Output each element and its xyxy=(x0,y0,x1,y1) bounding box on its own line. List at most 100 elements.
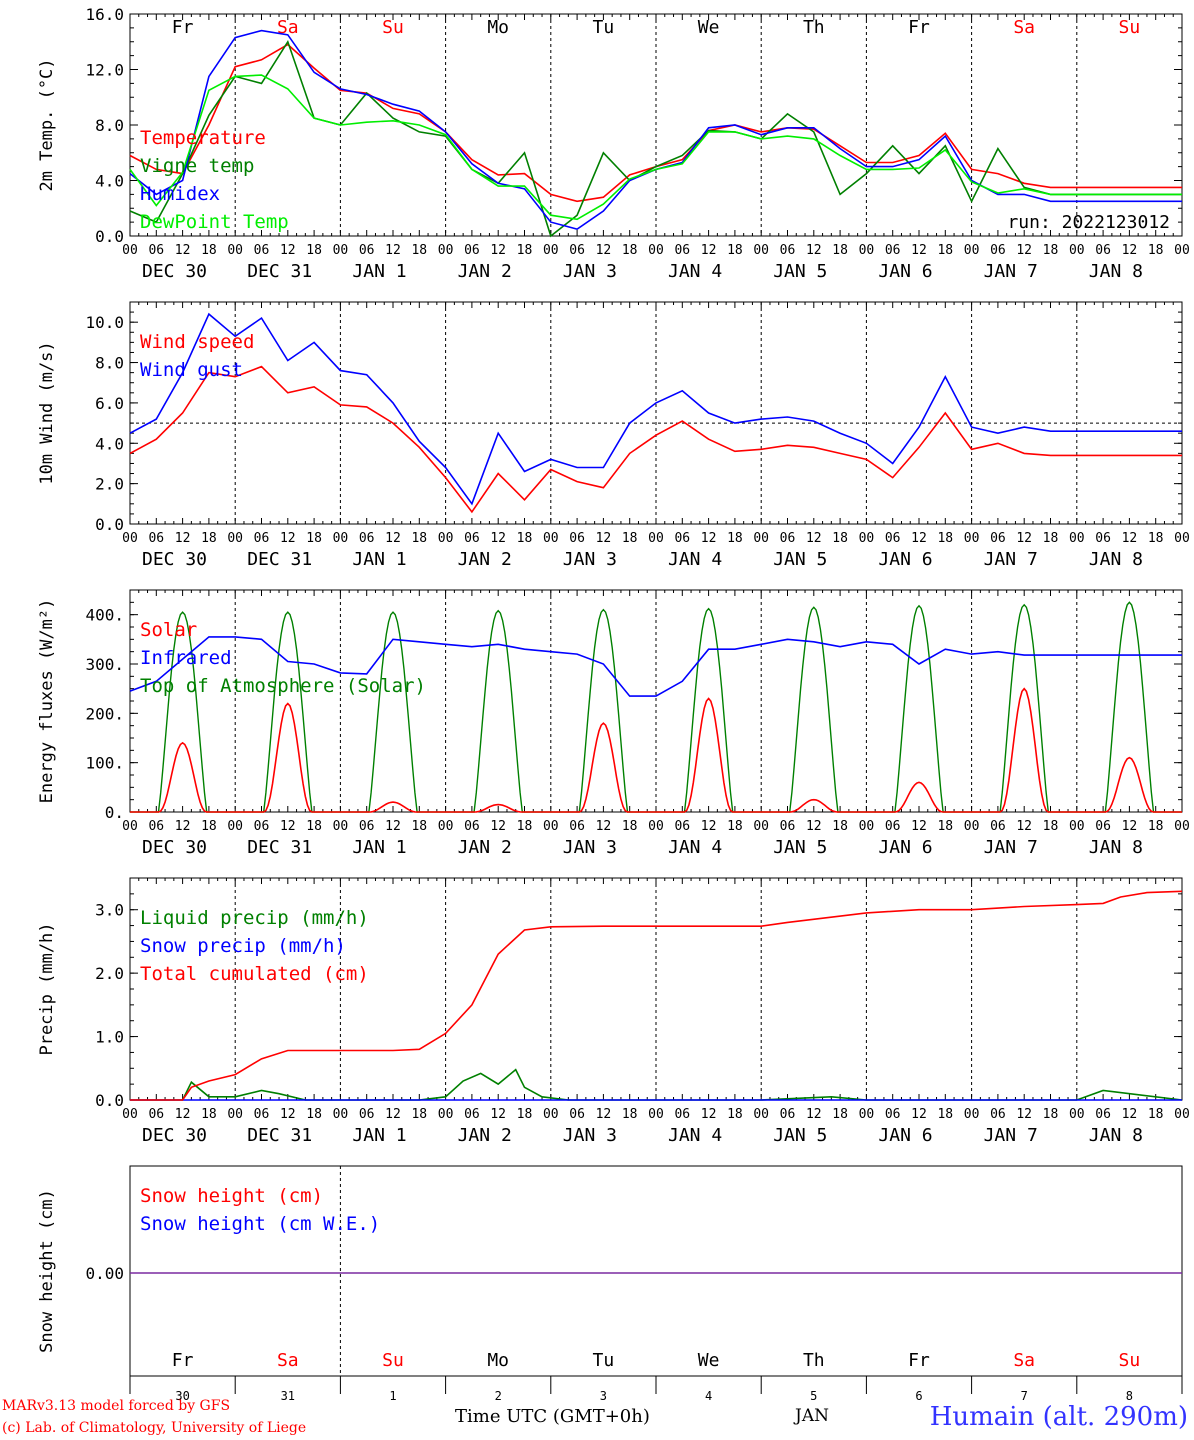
hour-tick-label: 12 xyxy=(385,819,401,834)
hour-tick-label: 06 xyxy=(1095,1107,1111,1122)
hour-tick-label: 18 xyxy=(411,1107,427,1122)
hour-tick-label: 12 xyxy=(490,243,506,258)
hour-tick-label: 06 xyxy=(780,819,796,834)
hour-tick-label: 06 xyxy=(569,819,585,834)
y-tick-label: 12.0 xyxy=(85,61,124,80)
legend-entry: Wind gust xyxy=(140,359,243,381)
hour-tick-label: 06 xyxy=(464,1107,480,1122)
legend-entry: Temperature xyxy=(140,127,266,149)
hour-tick-label: 18 xyxy=(517,819,533,834)
date-label: JAN 4 xyxy=(668,837,722,858)
hour-tick-label: 06 xyxy=(990,243,1006,258)
date-label: JAN 4 xyxy=(668,549,722,570)
day-number: 30 xyxy=(175,1389,189,1403)
hour-tick-label: 18 xyxy=(937,819,953,834)
hour-tick-label: 06 xyxy=(1095,243,1111,258)
date-label: JAN 3 xyxy=(563,261,617,282)
hour-tick-label: 00 xyxy=(122,531,138,546)
x-axis-title: Time UTC (GMT+0h) xyxy=(455,1406,650,1427)
hour-tick-label: 06 xyxy=(359,531,375,546)
hour-tick-label: 00 xyxy=(859,819,875,834)
date-label: DEC 31 xyxy=(247,549,312,570)
day-name: Fr xyxy=(908,17,930,38)
hour-tick-label: 00 xyxy=(438,819,454,834)
month-label: JAN xyxy=(795,1406,829,1426)
hour-tick-label: 12 xyxy=(911,243,927,258)
y-tick-label: 6.0 xyxy=(95,394,124,413)
hour-tick-label: 00 xyxy=(1174,1107,1190,1122)
hour-tick-label: 12 xyxy=(175,531,191,546)
day-name: We xyxy=(698,1350,720,1371)
date-label: JAN 8 xyxy=(1089,1125,1143,1146)
hour-tick-label: 18 xyxy=(1148,1107,1164,1122)
hour-tick-label: 00 xyxy=(122,1107,138,1122)
hour-tick-label: 12 xyxy=(911,531,927,546)
credit-lab: (c) Lab. of Climatology, University of L… xyxy=(2,1420,307,1436)
hour-tick-label: 06 xyxy=(674,243,690,258)
date-label: JAN 3 xyxy=(563,549,617,570)
hour-tick-label: 06 xyxy=(885,243,901,258)
legend-entry: Total cumulated (cm) xyxy=(140,963,369,985)
date-label: JAN 6 xyxy=(878,837,932,858)
y-tick-label: 10.0 xyxy=(85,313,124,332)
day-number: 3 xyxy=(600,1389,607,1403)
y-tick-label: 100. xyxy=(85,754,124,773)
hour-tick-label: 06 xyxy=(569,531,585,546)
hour-tick-label: 12 xyxy=(806,819,822,834)
hour-tick-label: 06 xyxy=(464,243,480,258)
day-number: 2 xyxy=(495,1389,502,1403)
series-line xyxy=(129,312,1182,506)
hour-tick-label: 18 xyxy=(306,1107,322,1122)
hour-tick-label: 00 xyxy=(648,243,664,258)
hour-tick-label: 12 xyxy=(1016,1107,1032,1122)
hour-tick-label: 18 xyxy=(937,531,953,546)
hour-tick-label: 06 xyxy=(148,531,164,546)
day-name: Sa xyxy=(277,17,299,38)
hour-tick-label: 12 xyxy=(596,243,612,258)
legend-entry: Vigne temp xyxy=(140,155,254,177)
hour-tick-label: 12 xyxy=(1122,819,1138,834)
hour-tick-label: 00 xyxy=(1069,531,1085,546)
hour-tick-label: 00 xyxy=(859,531,875,546)
y-axis-label: Snow height (cm) xyxy=(37,1189,57,1353)
hour-tick-label: 00 xyxy=(964,531,980,546)
hour-tick-label: 12 xyxy=(490,531,506,546)
hour-tick-label: 12 xyxy=(701,531,717,546)
y-tick-label: 4.0 xyxy=(95,434,124,453)
hour-tick-label: 06 xyxy=(464,531,480,546)
hour-tick-label: 06 xyxy=(254,1107,270,1122)
hour-tick-label: 12 xyxy=(911,819,927,834)
hour-tick-label: 12 xyxy=(280,531,296,546)
hour-tick-label: 12 xyxy=(1122,243,1138,258)
hour-tick-label: 00 xyxy=(1174,243,1190,258)
hour-tick-label: 18 xyxy=(1148,531,1164,546)
hour-tick-label: 00 xyxy=(227,819,243,834)
hour-tick-label: 18 xyxy=(622,1107,638,1122)
legend-entry: Snow height (cm) xyxy=(140,1185,323,1207)
hour-tick-label: 12 xyxy=(806,1107,822,1122)
hour-tick-label: 12 xyxy=(596,531,612,546)
y-axis-label: 2m Temp. (°C) xyxy=(37,58,57,191)
hour-tick-label: 00 xyxy=(333,819,349,834)
hour-tick-label: 12 xyxy=(385,243,401,258)
hour-tick-label: 18 xyxy=(937,1107,953,1122)
date-label: JAN 4 xyxy=(668,261,722,282)
hour-tick-label: 00 xyxy=(753,819,769,834)
hour-tick-label: 18 xyxy=(727,531,743,546)
y-axis-label: Energy fluxes (W/m²) xyxy=(37,599,57,804)
hour-tick-label: 06 xyxy=(254,819,270,834)
day-name: Fr xyxy=(908,1350,930,1371)
hour-tick-label: 18 xyxy=(622,531,638,546)
hour-tick-label: 06 xyxy=(885,819,901,834)
date-label: JAN 6 xyxy=(878,261,932,282)
hour-tick-label: 12 xyxy=(596,819,612,834)
hour-tick-label: 00 xyxy=(122,819,138,834)
y-axis-label: 10m Wind (m/s) xyxy=(37,341,57,484)
hour-tick-label: 00 xyxy=(964,243,980,258)
y-tick-label: 0.0 xyxy=(95,515,124,534)
y-tick-label: 0. xyxy=(105,803,124,822)
y-tick-label: 8.0 xyxy=(95,354,124,373)
series-line xyxy=(130,1068,1183,1101)
hour-tick-label: 18 xyxy=(937,243,953,258)
